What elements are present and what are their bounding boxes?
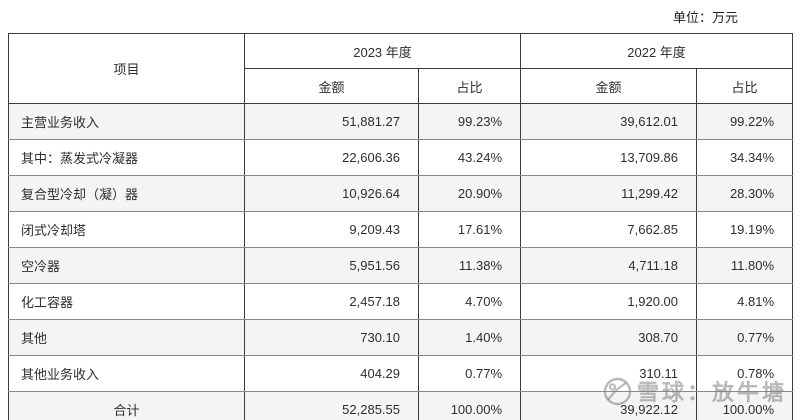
ratio-2022: 0.78% bbox=[696, 355, 794, 392]
row-label: 空冷器 bbox=[8, 247, 245, 284]
row-label: 化工容器 bbox=[8, 283, 245, 320]
amount-2023: 51,881.27 bbox=[244, 103, 419, 140]
row-label: 其他业务收入 bbox=[8, 355, 245, 392]
row-label: 其中：蒸发式冷凝器 bbox=[8, 139, 245, 176]
table-row: 化工容器 2,457.18 4.70% 1,920.00 4.81% bbox=[8, 283, 794, 320]
ratio-2023: 43.24% bbox=[417, 139, 522, 176]
amount-2022: 39,612.01 bbox=[520, 103, 698, 140]
header-ratio-2023: 占比 bbox=[417, 68, 522, 104]
amount-2022: 11,299.42 bbox=[520, 175, 698, 212]
amount-2023: 10,926.64 bbox=[244, 175, 419, 212]
header-amount-2023: 金额 bbox=[244, 68, 419, 104]
ratio-2023: 11.38% bbox=[417, 247, 522, 284]
total-amount-2022: 39,922.12 bbox=[520, 391, 698, 420]
header-row-years: 项目 2023 年度 2022 年度 bbox=[8, 33, 794, 104]
amount-2022: 7,662.85 bbox=[520, 211, 698, 248]
table-row: 主营业务收入 51,881.27 99.23% 39,612.01 99.22% bbox=[8, 103, 794, 140]
row-label: 主营业务收入 bbox=[8, 103, 245, 140]
total-ratio-2023: 100.00% bbox=[417, 391, 522, 420]
header-row-measures: 金额 占比 金额 占比 bbox=[9, 68, 794, 104]
amount-2022: 4,711.18 bbox=[520, 247, 698, 284]
header-item: 项目 bbox=[8, 33, 245, 104]
ratio-2022: 28.30% bbox=[696, 175, 794, 212]
header-ratio-2022: 占比 bbox=[696, 68, 794, 104]
ratio-2022: 99.22% bbox=[696, 103, 794, 140]
amount-2022: 308.70 bbox=[520, 319, 698, 356]
table-row: 其中：蒸发式冷凝器 22,606.36 43.24% 13,709.86 34.… bbox=[8, 139, 794, 176]
amount-2023: 9,209.43 bbox=[244, 211, 419, 248]
ratio-2022: 4.81% bbox=[696, 283, 794, 320]
table-row: 闭式冷却塔 9,209.43 17.61% 7,662.85 19.19% bbox=[8, 211, 794, 248]
amount-2022: 310.11 bbox=[520, 355, 698, 392]
total-row: 合计 52,285.55 100.00% 39,922.12 100.00% bbox=[8, 391, 794, 420]
amount-2023: 5,951.56 bbox=[244, 247, 419, 284]
amount-2023: 730.10 bbox=[244, 319, 419, 356]
total-label: 合计 bbox=[8, 391, 245, 420]
row-label: 其他 bbox=[8, 319, 245, 356]
table-row: 空冷器 5,951.56 11.38% 4,711.18 11.80% bbox=[8, 247, 794, 284]
amount-2022: 13,709.86 bbox=[520, 139, 698, 176]
table-row: 其他业务收入 404.29 0.77% 310.11 0.78% bbox=[8, 355, 794, 392]
total-amount-2023: 52,285.55 bbox=[244, 391, 419, 420]
revenue-breakdown-table: 项目 2023 年度 2022 年度 金额 占比 金额 占比 主营业务收入 51… bbox=[8, 33, 794, 420]
ratio-2022: 34.34% bbox=[696, 139, 794, 176]
ratio-2023: 99.23% bbox=[417, 103, 522, 140]
ratio-2023: 17.61% bbox=[417, 211, 522, 248]
ratio-2023: 20.90% bbox=[417, 175, 522, 212]
amount-2022: 1,920.00 bbox=[520, 283, 698, 320]
ratio-2023: 0.77% bbox=[417, 355, 522, 392]
header-amount-2022: 金额 bbox=[520, 68, 698, 104]
ratio-2023: 1.40% bbox=[417, 319, 522, 356]
amount-2023: 404.29 bbox=[244, 355, 419, 392]
total-ratio-2022: 100.00% bbox=[696, 391, 794, 420]
table-row: 其他 730.10 1.40% 308.70 0.77% bbox=[8, 319, 794, 356]
amount-2023: 22,606.36 bbox=[244, 139, 419, 176]
ratio-2022: 11.80% bbox=[696, 247, 794, 284]
row-label: 闭式冷却塔 bbox=[8, 211, 245, 248]
row-label: 复合型冷却（凝）器 bbox=[8, 175, 245, 212]
amount-2023: 2,457.18 bbox=[244, 283, 419, 320]
ratio-2022: 19.19% bbox=[696, 211, 794, 248]
unit-label: 单位：万元 bbox=[672, 10, 738, 25]
ratio-2022: 0.77% bbox=[696, 319, 794, 356]
table-row: 复合型冷却（凝）器 10,926.64 20.90% 11,299.42 28.… bbox=[8, 175, 794, 212]
header-year-2022: 2022 年度 bbox=[520, 33, 794, 69]
ratio-2023: 4.70% bbox=[417, 283, 522, 320]
header-year-2023: 2023 年度 bbox=[243, 33, 522, 69]
